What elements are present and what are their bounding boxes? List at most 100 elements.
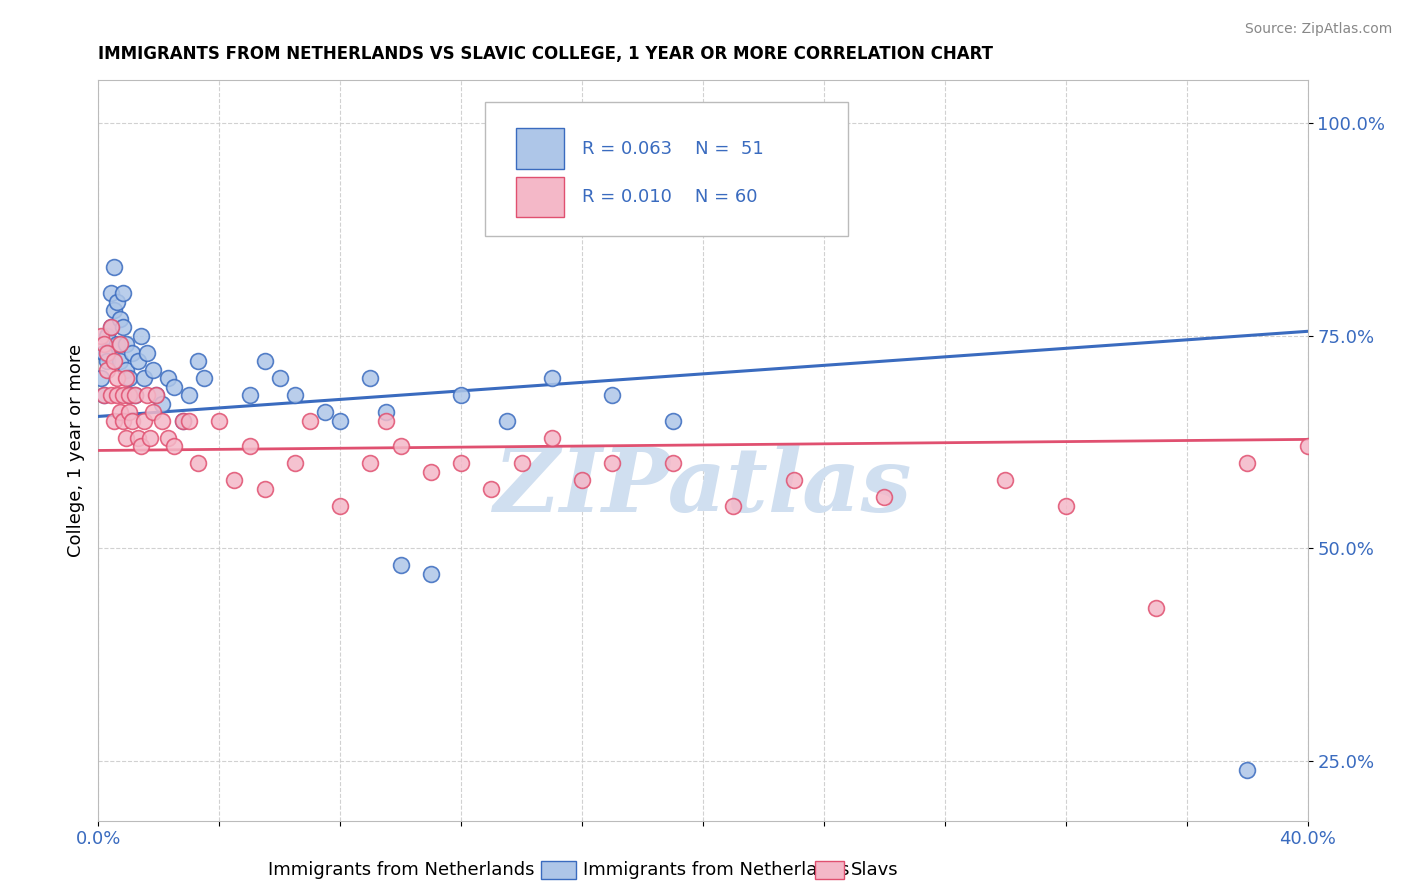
Point xyxy=(93,388,115,402)
Point xyxy=(121,414,143,428)
Point xyxy=(360,456,382,470)
Y-axis label: College, 1 year or more: College, 1 year or more xyxy=(66,344,84,557)
Point xyxy=(114,362,136,376)
Point xyxy=(93,345,115,359)
Point xyxy=(156,371,179,385)
Point xyxy=(93,337,115,351)
Point xyxy=(1296,439,1319,453)
Point xyxy=(1236,763,1258,777)
Point xyxy=(139,431,162,445)
Point xyxy=(103,303,125,318)
Point xyxy=(420,566,443,581)
Point xyxy=(389,439,412,453)
Point xyxy=(269,371,291,385)
FancyBboxPatch shape xyxy=(485,103,848,235)
Text: Immigrants from Netherlands: Immigrants from Netherlands xyxy=(267,861,534,879)
Text: R = 0.063    N =  51: R = 0.063 N = 51 xyxy=(582,140,763,158)
Point xyxy=(108,405,131,419)
Point xyxy=(602,388,624,402)
Point xyxy=(1054,499,1077,513)
Point xyxy=(103,414,125,428)
Point xyxy=(96,354,118,368)
Point xyxy=(284,456,307,470)
Point xyxy=(150,414,173,428)
Point xyxy=(602,456,624,470)
Point xyxy=(100,388,122,402)
Point xyxy=(510,456,533,470)
Point xyxy=(96,328,118,343)
Point xyxy=(360,371,382,385)
Point xyxy=(105,388,128,402)
FancyBboxPatch shape xyxy=(516,128,564,169)
Point xyxy=(224,473,246,487)
Point xyxy=(118,388,141,402)
Point xyxy=(299,414,322,428)
Point xyxy=(813,158,835,172)
Point xyxy=(103,260,125,275)
Point xyxy=(208,414,231,428)
Point xyxy=(142,362,165,376)
Point xyxy=(172,414,194,428)
Point xyxy=(96,362,118,376)
Point xyxy=(132,371,155,385)
Point xyxy=(132,414,155,428)
Text: R = 0.010    N = 60: R = 0.010 N = 60 xyxy=(582,188,758,206)
Point xyxy=(150,397,173,411)
Point xyxy=(994,473,1017,487)
Point xyxy=(540,371,562,385)
Point xyxy=(121,345,143,359)
Point xyxy=(172,414,194,428)
Point xyxy=(100,320,122,334)
Point xyxy=(118,388,141,402)
Point xyxy=(100,320,122,334)
Point xyxy=(239,439,262,453)
Point xyxy=(145,388,167,402)
Point xyxy=(111,286,134,301)
Point xyxy=(253,482,276,496)
Point xyxy=(253,354,276,368)
Point xyxy=(105,294,128,309)
Point xyxy=(239,388,262,402)
Point xyxy=(571,473,593,487)
Point xyxy=(118,405,141,419)
Point xyxy=(127,354,149,368)
Point xyxy=(111,388,134,402)
Point xyxy=(179,414,201,428)
Point xyxy=(420,465,443,479)
Point xyxy=(187,456,209,470)
Point xyxy=(114,431,136,445)
Point xyxy=(329,414,352,428)
Text: Source: ZipAtlas.com: Source: ZipAtlas.com xyxy=(1244,22,1392,37)
Point xyxy=(193,371,215,385)
Point xyxy=(142,405,165,419)
Point xyxy=(145,388,167,402)
Point xyxy=(783,473,806,487)
Point xyxy=(374,405,396,419)
Point xyxy=(96,345,118,359)
Point xyxy=(1236,456,1258,470)
Text: IMMIGRANTS FROM NETHERLANDS VS SLAVIC COLLEGE, 1 YEAR OR MORE CORRELATION CHART: IMMIGRANTS FROM NETHERLANDS VS SLAVIC CO… xyxy=(98,45,994,63)
Point xyxy=(540,431,562,445)
Point xyxy=(90,371,112,385)
Point xyxy=(105,337,128,351)
Point xyxy=(661,414,683,428)
Point xyxy=(314,405,336,419)
Point xyxy=(329,499,352,513)
Point xyxy=(108,337,131,351)
Point xyxy=(450,456,472,470)
Point xyxy=(90,328,112,343)
Point xyxy=(163,379,186,393)
Text: Immigrants from Netherlands: Immigrants from Netherlands xyxy=(583,861,851,879)
Point xyxy=(495,414,517,428)
Point xyxy=(135,345,157,359)
Point xyxy=(661,456,683,470)
Point xyxy=(108,354,131,368)
Point xyxy=(156,431,179,445)
Point xyxy=(873,490,896,504)
Point xyxy=(105,371,128,385)
Point xyxy=(118,371,141,385)
Point xyxy=(111,414,134,428)
Point xyxy=(374,414,396,428)
Point xyxy=(108,311,131,326)
Point xyxy=(129,439,152,453)
